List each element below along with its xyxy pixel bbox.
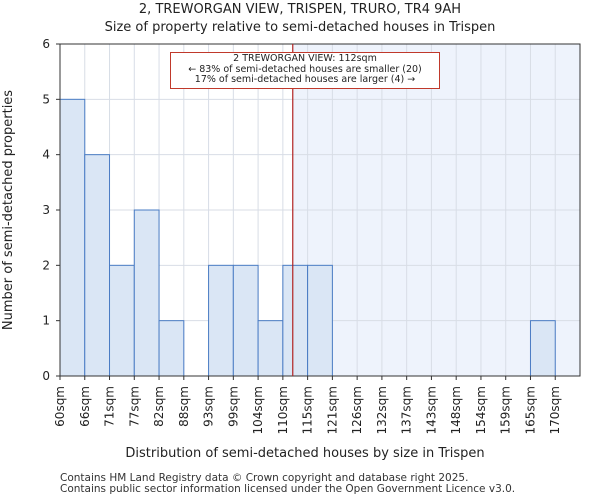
x-tick-label: 159sqm xyxy=(499,386,513,434)
x-tick-label: 154sqm xyxy=(474,386,488,434)
subject-annotation-box: 2 TREWORGAN VIEW: 112sqm ← 83% of semi-d… xyxy=(170,52,440,89)
x-tick-label: 132sqm xyxy=(375,386,389,434)
x-tick-label: 165sqm xyxy=(523,386,537,434)
x-tick-label: 110sqm xyxy=(276,386,290,434)
x-tick-label: 115sqm xyxy=(301,386,315,434)
x-tick-label: 93sqm xyxy=(202,386,216,427)
y-tick-label: 1 xyxy=(42,314,50,328)
bar xyxy=(307,264,333,377)
bar xyxy=(208,264,234,377)
bar xyxy=(84,154,111,377)
y-tick-label: 4 xyxy=(42,148,50,162)
y-axis-title: Number of semi-detached properties xyxy=(1,90,16,330)
x-tick-label: 82sqm xyxy=(152,386,166,427)
y-tick-label: 3 xyxy=(42,203,50,217)
x-tick-label: 60sqm xyxy=(53,386,67,427)
y-tick-label: 2 xyxy=(42,258,50,272)
x-axis-title: Distribution of semi-detached houses by … xyxy=(125,446,484,461)
x-tick-label: 148sqm xyxy=(449,386,463,434)
annotation-line-2: ← 83% of semi-detached houses are smalle… xyxy=(188,63,422,75)
footer-copyright: Contains HM Land Registry data © Crown c… xyxy=(60,472,469,484)
x-tick-label: 99sqm xyxy=(226,386,240,427)
x-tick-label: 104sqm xyxy=(251,386,265,434)
bar xyxy=(232,264,259,377)
footer-licence: Contains public sector information licen… xyxy=(60,483,516,495)
bar xyxy=(109,264,135,377)
x-tick-label: 88sqm xyxy=(177,386,191,427)
x-tick-label: 170sqm xyxy=(548,386,562,434)
chart-title: 2, TREWORGAN VIEW, TRISPEN, TRURO, TR4 9… xyxy=(138,2,462,17)
x-tick-label: 66sqm xyxy=(78,386,92,427)
x-tick-label: 77sqm xyxy=(127,386,141,427)
x-tick-label: 126sqm xyxy=(350,386,364,434)
x-tick-label: 137sqm xyxy=(400,386,414,434)
bar xyxy=(257,320,284,377)
annotation-line-3: 17% of semi-detached houses are larger (… xyxy=(194,74,416,85)
y-tick-label: 0 xyxy=(42,369,50,383)
y-tick-label: 6 xyxy=(42,37,50,51)
x-tick-label: 121sqm xyxy=(325,386,339,434)
bar xyxy=(133,209,160,377)
bar xyxy=(158,320,185,377)
bar xyxy=(529,320,556,377)
y-tick-label: 5 xyxy=(42,92,50,106)
x-tick-label: 143sqm xyxy=(424,386,438,434)
bar xyxy=(282,264,309,377)
x-tick-label: 71sqm xyxy=(103,386,117,427)
chart-subtitle: Size of property relative to semi-detach… xyxy=(104,20,496,35)
annotation-line-1: 2 TREWORGAN VIEW: 112sqm xyxy=(233,53,377,64)
bar xyxy=(59,98,86,377)
